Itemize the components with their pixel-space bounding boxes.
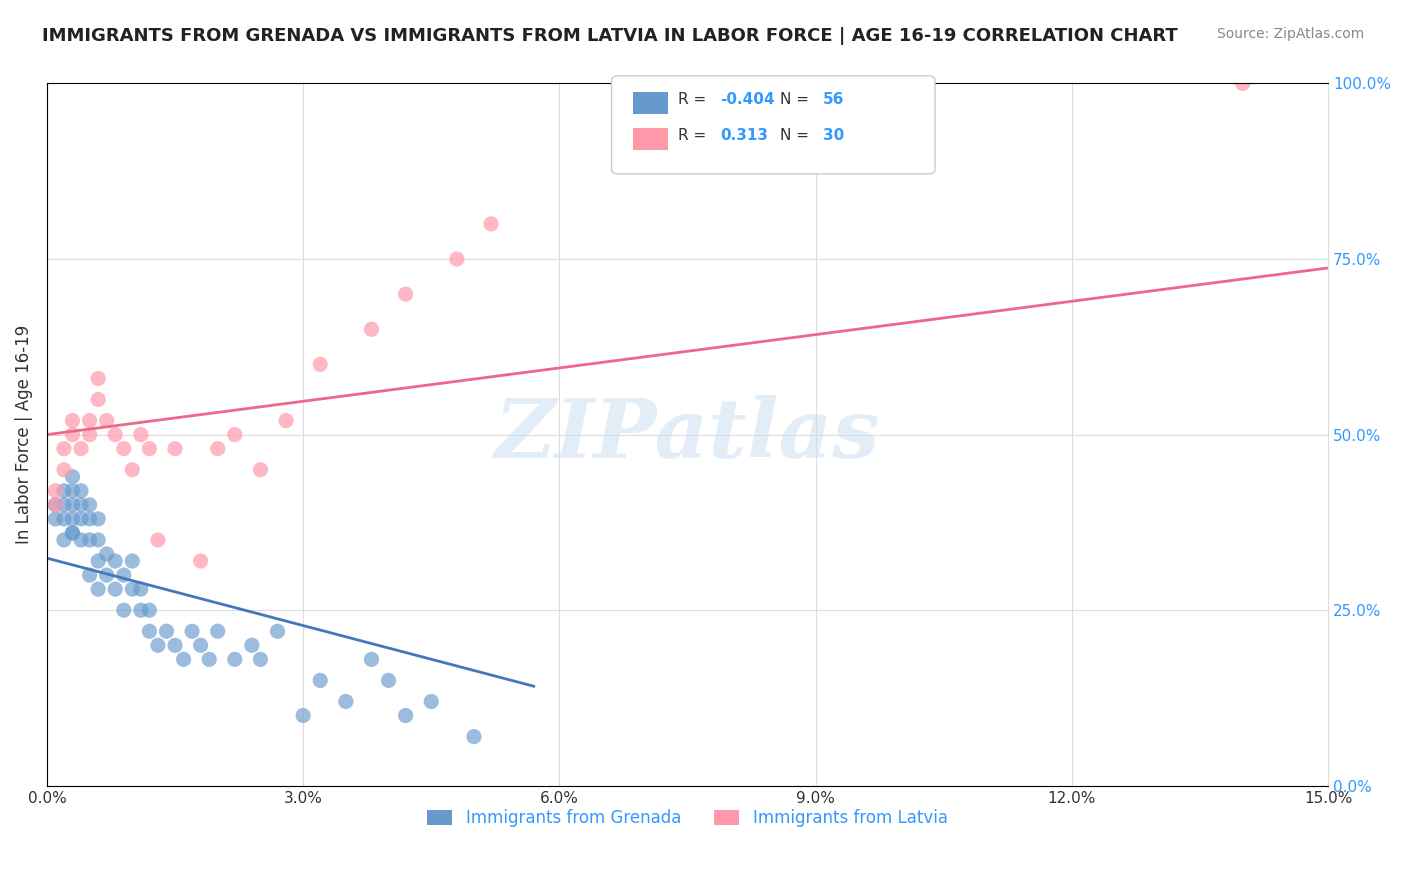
Immigrants from Grenada — [112, 568, 135, 582]
Immigrants from Latvia — [309, 357, 332, 371]
Immigrants from Grenada — [121, 554, 143, 568]
Text: 30: 30 — [823, 128, 844, 143]
Text: Source: ZipAtlas.com: Source: ZipAtlas.com — [1216, 27, 1364, 41]
Immigrants from Grenada — [104, 582, 127, 596]
Immigrants from Grenada — [52, 533, 75, 547]
Immigrants from Grenada — [87, 554, 110, 568]
Immigrants from Grenada — [62, 525, 84, 540]
Immigrants from Latvia — [138, 442, 160, 456]
Immigrants from Grenada — [198, 652, 221, 666]
Immigrants from Latvia — [96, 413, 118, 427]
Immigrants from Grenada — [87, 512, 110, 526]
Immigrants from Latvia — [70, 442, 93, 456]
Immigrants from Grenada — [463, 730, 485, 744]
Immigrants from Latvia — [224, 427, 246, 442]
Immigrants from Latvia — [87, 371, 110, 385]
Immigrants from Latvia — [121, 463, 143, 477]
Immigrants from Grenada — [79, 568, 101, 582]
Immigrants from Grenada — [138, 624, 160, 639]
Immigrants from Grenada — [360, 652, 382, 666]
Immigrants from Grenada — [52, 512, 75, 526]
Immigrants from Grenada — [155, 624, 177, 639]
Immigrants from Grenada — [377, 673, 399, 688]
Immigrants from Grenada — [96, 568, 118, 582]
Immigrants from Grenada — [62, 469, 84, 483]
Immigrants from Latvia — [360, 322, 382, 336]
Immigrants from Latvia — [104, 427, 127, 442]
Immigrants from Grenada — [96, 547, 118, 561]
Immigrants from Grenada — [121, 582, 143, 596]
Y-axis label: In Labor Force | Age 16-19: In Labor Force | Age 16-19 — [15, 325, 32, 544]
Immigrants from Latvia — [129, 427, 152, 442]
Immigrants from Latvia — [190, 554, 212, 568]
Legend: Immigrants from Grenada, Immigrants from Latvia: Immigrants from Grenada, Immigrants from… — [420, 802, 955, 834]
Immigrants from Grenada — [62, 483, 84, 498]
Immigrants from Grenada — [129, 603, 152, 617]
Immigrants from Grenada — [44, 512, 66, 526]
Immigrants from Grenada — [87, 533, 110, 547]
Immigrants from Grenada — [224, 652, 246, 666]
Immigrants from Grenada — [52, 498, 75, 512]
Immigrants from Grenada — [52, 483, 75, 498]
Immigrants from Grenada — [87, 582, 110, 596]
Immigrants from Latvia — [62, 413, 84, 427]
Immigrants from Grenada — [420, 694, 443, 708]
Immigrants from Grenada — [70, 483, 93, 498]
Immigrants from Latvia — [44, 498, 66, 512]
Immigrants from Latvia — [1232, 77, 1254, 91]
Immigrants from Grenada — [70, 533, 93, 547]
Immigrants from Latvia — [163, 442, 186, 456]
Immigrants from Latvia — [446, 252, 468, 266]
Immigrants from Latvia — [52, 442, 75, 456]
Text: 0.313: 0.313 — [720, 128, 768, 143]
Immigrants from Grenada — [173, 652, 195, 666]
Text: N =: N = — [780, 93, 810, 107]
Immigrants from Grenada — [62, 512, 84, 526]
Immigrants from Grenada — [62, 525, 84, 540]
Immigrants from Latvia — [112, 442, 135, 456]
Immigrants from Latvia — [62, 427, 84, 442]
Immigrants from Grenada — [79, 498, 101, 512]
Immigrants from Grenada — [79, 533, 101, 547]
Immigrants from Grenada — [249, 652, 271, 666]
Immigrants from Grenada — [44, 498, 66, 512]
Immigrants from Grenada — [207, 624, 229, 639]
Immigrants from Grenada — [309, 673, 332, 688]
Immigrants from Grenada — [138, 603, 160, 617]
Text: R =: R = — [678, 93, 706, 107]
Immigrants from Grenada — [292, 708, 315, 723]
Immigrants from Latvia — [249, 463, 271, 477]
Immigrants from Grenada — [62, 498, 84, 512]
Immigrants from Grenada — [163, 638, 186, 652]
Immigrants from Latvia — [479, 217, 502, 231]
Immigrants from Latvia — [44, 483, 66, 498]
Immigrants from Grenada — [104, 554, 127, 568]
Immigrants from Latvia — [79, 427, 101, 442]
Immigrants from Grenada — [70, 498, 93, 512]
Immigrants from Latvia — [146, 533, 169, 547]
Text: N =: N = — [780, 128, 810, 143]
Immigrants from Grenada — [129, 582, 152, 596]
Immigrants from Grenada — [146, 638, 169, 652]
Text: 56: 56 — [823, 93, 844, 107]
Immigrants from Latvia — [52, 463, 75, 477]
Text: ZIPatlas: ZIPatlas — [495, 394, 880, 475]
Immigrants from Grenada — [240, 638, 263, 652]
Immigrants from Grenada — [335, 694, 357, 708]
Immigrants from Latvia — [87, 392, 110, 407]
Immigrants from Latvia — [79, 413, 101, 427]
Immigrants from Latvia — [274, 413, 297, 427]
Immigrants from Grenada — [181, 624, 204, 639]
Text: -0.404: -0.404 — [720, 93, 775, 107]
Immigrants from Grenada — [190, 638, 212, 652]
Text: IMMIGRANTS FROM GRENADA VS IMMIGRANTS FROM LATVIA IN LABOR FORCE | AGE 16-19 COR: IMMIGRANTS FROM GRENADA VS IMMIGRANTS FR… — [42, 27, 1178, 45]
Immigrants from Latvia — [395, 287, 418, 301]
Immigrants from Grenada — [266, 624, 288, 639]
Immigrants from Grenada — [70, 512, 93, 526]
Immigrants from Grenada — [395, 708, 418, 723]
Immigrants from Grenada — [112, 603, 135, 617]
Immigrants from Latvia — [207, 442, 229, 456]
Immigrants from Grenada — [79, 512, 101, 526]
Text: R =: R = — [678, 128, 706, 143]
